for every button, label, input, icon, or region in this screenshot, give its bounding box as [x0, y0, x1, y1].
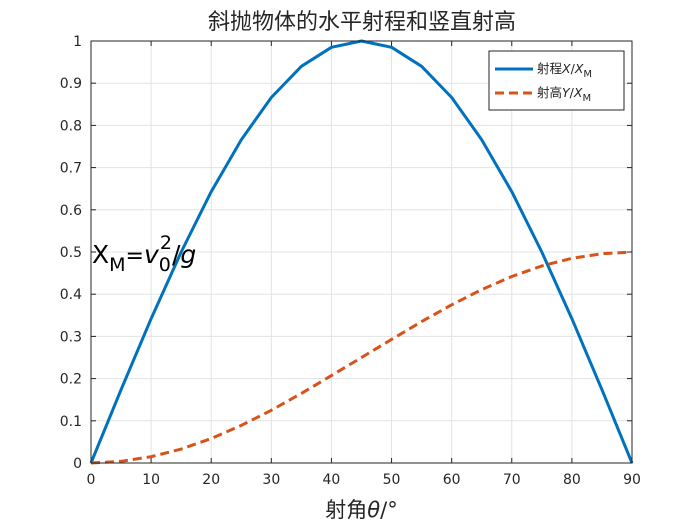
y-tick-label: 0.5: [60, 245, 82, 261]
legend-label-1: 射程X/XM: [537, 61, 592, 80]
y-tick-label: 0.3: [60, 329, 82, 345]
x-tick-label: 0: [87, 472, 96, 488]
y-tick-label: 0.8: [60, 118, 82, 134]
annotation-sup-2: 2: [160, 232, 172, 254]
y-tick-label: 0.4: [60, 287, 82, 303]
legend-subscript: M: [583, 69, 592, 80]
y-tick-label: 1: [73, 34, 82, 50]
annotation-equals: =: [126, 244, 144, 269]
legend-label-2: 射高Y/XM: [537, 85, 591, 104]
tick-marks: [90, 40, 633, 464]
x-tick-label: 20: [202, 472, 220, 488]
legend-sep: /: [570, 85, 575, 100]
annotation-v: v: [144, 240, 160, 269]
x-axis-label: 射角θ/°: [325, 498, 397, 522]
x-tick-label: 60: [443, 472, 461, 488]
annotation-slash: /: [172, 240, 181, 269]
legend-subscript: M: [582, 93, 591, 104]
series-line-2: [90, 250, 633, 465]
y-tick-label: 0.9: [60, 76, 82, 92]
legend-ratio-var: X: [573, 85, 583, 100]
legend-var: X: [561, 61, 571, 76]
annotation-sub-0: 0: [159, 254, 171, 276]
legend-sep: /: [571, 61, 576, 76]
y-tick-label: 0.6: [60, 203, 82, 219]
x-tick-label: 40: [323, 472, 341, 488]
x-tick-label: 30: [262, 472, 280, 488]
legend-text-part: 射高: [537, 85, 562, 100]
x-tick-label: 10: [142, 472, 160, 488]
legend-text-part: 射程: [537, 61, 563, 76]
y-tick-label: 0.2: [60, 372, 82, 388]
y-tick-label: 0.1: [60, 414, 82, 430]
legend-ratio-var: X: [574, 61, 584, 76]
legend-box: [488, 50, 625, 111]
chart-title: 斜抛物体的水平射程和竖直射高: [208, 10, 516, 35]
x-tick-label: 80: [563, 472, 581, 488]
y-tick-label: 0: [73, 456, 82, 472]
tick-labels: 0 10 20 30 40 50 60 70 80 9000.10.20.30.40.50.60.…: [60, 34, 641, 488]
annotation-formula: XM=v02/g: [92, 232, 196, 276]
annotation-g: g: [180, 240, 196, 269]
annotation-x: X: [92, 240, 109, 269]
annotation-xm-formula: XM=v02/g: [92, 232, 196, 276]
x-tick-label: 90: [623, 472, 641, 488]
x-tick-label: 50: [383, 472, 401, 488]
x-tick-label: 70: [503, 472, 521, 488]
legend-var: Y: [562, 85, 571, 100]
annotation-sub-m: M: [109, 254, 125, 276]
y-tick-label: 0.7: [60, 161, 82, 177]
